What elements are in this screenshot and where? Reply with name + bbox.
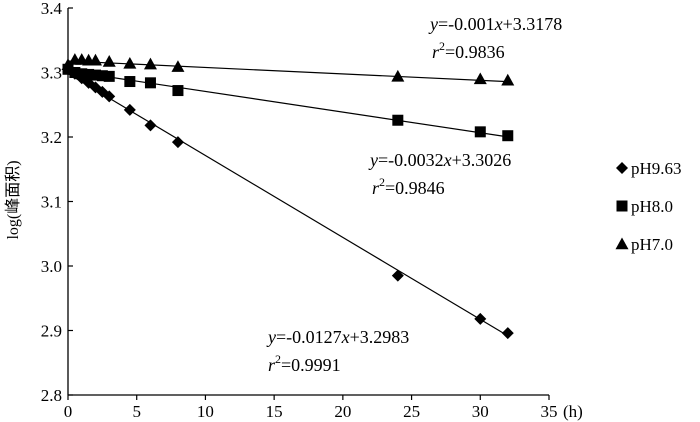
data-point-diamond (474, 312, 487, 325)
legend: pH9.63 pH8.0 pH7.0 (615, 159, 682, 254)
r-squared: r2=0.9991 (268, 352, 341, 375)
equation-intercept: +3.3026 (452, 150, 512, 170)
r-var: r (372, 178, 380, 198)
data-point-triangle (501, 73, 515, 86)
x-axis-label: (h) (563, 402, 583, 421)
data-point-square (392, 114, 404, 126)
data-point-square (69, 67, 81, 78)
legend-label: pH8.0 (631, 197, 673, 216)
r-exponent: 2 (275, 352, 281, 366)
equation-y-var: y (368, 150, 378, 170)
equation-x-var: x (443, 150, 452, 170)
x-tick-label: 35 (541, 402, 558, 421)
y-ticks: 2.8 2.9 3.0 3.1 3.2 3.3 3.4 (41, 0, 73, 405)
data-point-diamond (501, 327, 514, 340)
data-point-square (172, 85, 184, 97)
y-tick-label: 3.1 (41, 193, 62, 212)
data-point-diamond (391, 269, 404, 282)
x-tick-label: 15 (266, 402, 283, 421)
data-point-square (76, 68, 88, 80)
data-point-triangle (123, 56, 137, 69)
data-point-square (89, 69, 101, 81)
legend-marker-triangle (615, 237, 629, 250)
data-point-square (144, 77, 156, 89)
legend-label: pH7.0 (631, 235, 673, 254)
fit-lines (67, 60, 509, 337)
equation-x-var: x (494, 14, 503, 34)
equation-intercept: +3.3178 (503, 14, 563, 34)
y-tick-label: 3.0 (41, 257, 62, 276)
data-point-triangle (473, 72, 487, 85)
y-tick-label: 2.8 (41, 386, 62, 405)
data-point-square (124, 76, 136, 88)
regression-equation: y=-0.0032x+3.3026 (368, 150, 511, 170)
x-tick-label: 10 (197, 402, 214, 421)
y-tick-label: 3.2 (41, 128, 62, 147)
r-value: =0.9836 (445, 42, 505, 62)
data-point-square (502, 130, 514, 142)
x-tick-label: 20 (334, 402, 351, 421)
x-tick-label: 25 (403, 402, 420, 421)
fit-line (67, 60, 508, 83)
x-tick-label: 5 (132, 402, 141, 421)
y-tick-label: 3.4 (41, 0, 63, 18)
r-var: r (268, 355, 276, 375)
data-point-square (103, 70, 115, 82)
r-exponent: 2 (379, 175, 385, 189)
equation-intercept: +3.2983 (350, 327, 410, 347)
data-point-square (474, 126, 486, 138)
y-tick-label: 3.3 (41, 64, 62, 83)
legend-marker-square (616, 200, 628, 212)
fit-line (67, 70, 508, 138)
markers (61, 53, 515, 340)
equation-y-var: y (428, 14, 438, 34)
r-squared: r2=0.9846 (372, 175, 445, 198)
data-point-triangle (61, 58, 75, 70)
fit-line (67, 73, 509, 337)
r-exponent: 2 (439, 39, 445, 53)
x-ticks: 0 5 10 15 20 25 30 35 (64, 395, 558, 421)
equation-slope: =-0.001 (438, 14, 495, 34)
equation-y-var: y (266, 327, 276, 347)
data-point-triangle (171, 60, 185, 72)
equations: y=-0.0127x+3.2983r2=0.9991y=-0.0032x+3.3… (266, 14, 562, 375)
legend-marker-diamond (616, 162, 628, 174)
data-point-triangle (143, 57, 157, 70)
data-point-triangle (102, 55, 116, 67)
data-point-diamond (171, 136, 184, 149)
y-axis-label: log(峰面积) (4, 160, 22, 239)
x-tick-label: 30 (472, 402, 489, 421)
equation-slope: =-0.0032 (378, 150, 444, 170)
r-squared: r2=0.9836 (432, 39, 505, 62)
equation-slope: =-0.0127 (276, 327, 342, 347)
data-point-triangle (391, 69, 405, 82)
equation-x-var: x (341, 327, 350, 347)
data-point-diamond (123, 103, 136, 116)
y-tick-label: 2.9 (41, 322, 62, 341)
r-var: r (432, 42, 440, 62)
x-tick-label: 0 (64, 402, 73, 421)
data-point-diamond (144, 119, 157, 132)
regression-equation: y=-0.0127x+3.2983 (266, 327, 409, 347)
regression-equation: y=-0.001x+3.3178 (428, 14, 562, 34)
r-value: =0.9846 (385, 178, 445, 198)
legend-label: pH9.63 (631, 159, 682, 178)
data-point-triangle (88, 53, 102, 66)
r-value: =0.9991 (281, 355, 341, 375)
data-point-square (96, 70, 108, 82)
data-point-square (83, 68, 95, 80)
data-point-diamond (103, 90, 116, 103)
